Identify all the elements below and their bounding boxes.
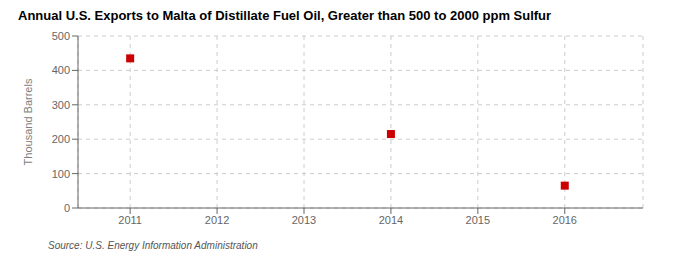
svg-text:200: 200 — [52, 133, 70, 145]
html-text:Source: U.S. Energy Informatio: Source: U.S. Energy Information Administ… — [48, 240, 258, 251]
svg-text:2012: 2012 — [205, 214, 229, 226]
svg-text:400: 400 — [52, 64, 70, 76]
svg-text:0: 0 — [64, 202, 70, 214]
svg-text:300: 300 — [52, 99, 70, 111]
svg-text:Thousand Barrels: Thousand Barrels — [22, 78, 34, 165]
svg-text:2014: 2014 — [379, 214, 403, 226]
svg-text:500: 500 — [52, 30, 70, 42]
html-text:Annual U.S. Exports to Malta o: Annual U.S. Exports to Malta of Distilla… — [18, 8, 552, 23]
svg-text:2011: 2011 — [118, 214, 142, 226]
svg-text:2013: 2013 — [292, 214, 316, 226]
svg-text:2016: 2016 — [553, 214, 577, 226]
svg-text:100: 100 — [52, 168, 70, 180]
svg-text:2015: 2015 — [466, 214, 490, 226]
